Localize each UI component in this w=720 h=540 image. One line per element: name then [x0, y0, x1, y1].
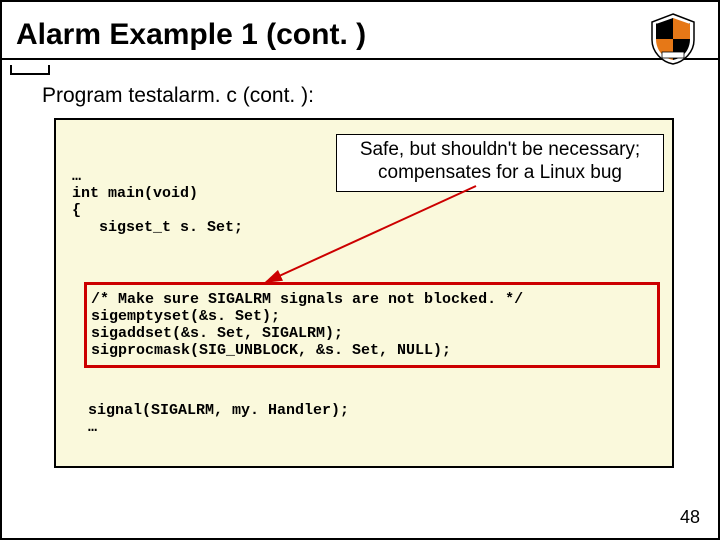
- code-line: int main(void): [72, 185, 198, 202]
- code-line: {: [72, 202, 81, 219]
- slide-frame: Alarm Example 1 (cont. ) Program testala…: [0, 0, 720, 540]
- title-region: Alarm Example 1 (cont. ): [16, 14, 628, 58]
- subtitle: Program testalarm. c (cont. ):: [42, 84, 688, 108]
- code-line: /* Make sure SIGALRM signals are not blo…: [91, 291, 523, 308]
- code-line: …: [72, 168, 81, 185]
- shield-icon: [646, 12, 700, 66]
- code-area: Safe, but shouldn't be necessary; compen…: [54, 118, 674, 468]
- callout-line-1: Safe, but shouldn't be necessary;: [345, 139, 655, 162]
- slide-title: Alarm Example 1 (cont. ): [16, 14, 628, 58]
- highlighted-code-box: /* Make sure SIGALRM signals are not blo…: [84, 282, 660, 368]
- page-number: 48: [680, 507, 700, 528]
- code-line: …: [88, 419, 97, 436]
- code-line: sigemptyset(&s. Set);: [91, 308, 280, 325]
- code-line: sigprocmask(SIG_UNBLOCK, &s. Set, NULL);: [91, 342, 451, 359]
- code-line: sigaddset(&s. Set, SIGALRM);: [91, 325, 343, 342]
- callout-line-2: compensates for a Linux bug: [345, 162, 655, 185]
- callout-arrow: [256, 182, 506, 292]
- code-pre-main: … int main(void) { sigset_t s. Set;: [72, 168, 243, 236]
- highlighted-code: /* Make sure SIGALRM signals are not blo…: [91, 291, 653, 359]
- code-line: signal(SIGALRM, my. Handler);: [88, 402, 349, 419]
- code-line: sigset_t s. Set;: [72, 219, 243, 236]
- code-after: signal(SIGALRM, my. Handler); …: [88, 402, 349, 436]
- title-underline: [2, 58, 718, 60]
- title-tab-decoration: [10, 65, 50, 75]
- callout-box: Safe, but shouldn't be necessary; compen…: [336, 134, 664, 192]
- content-region: Program testalarm. c (cont. ): Safe, but…: [42, 84, 688, 468]
